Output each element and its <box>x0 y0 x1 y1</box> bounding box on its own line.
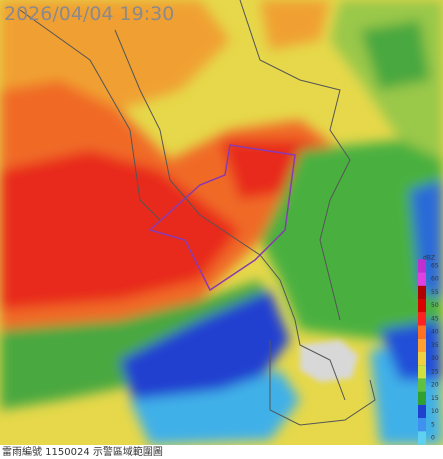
colorbar-label: 30 <box>431 355 439 362</box>
colorbar-swatch <box>418 352 426 366</box>
colorbar-label: 20 <box>431 382 439 389</box>
colorbar-label: 50 <box>431 302 439 309</box>
colorbar-unit: dBZ <box>423 255 435 262</box>
colorbar-label: 5 <box>431 421 435 428</box>
colorbar-label: 25 <box>431 368 439 375</box>
warning-area <box>148 144 296 292</box>
colorbar-swatch <box>418 338 426 352</box>
colorbar-label: 55 <box>431 289 439 296</box>
colorbar-swatch <box>418 259 426 273</box>
colorbar-swatch <box>418 299 426 313</box>
colorbar-label: 35 <box>431 342 439 349</box>
colorbar-label: 45 <box>431 315 439 322</box>
colorbar-swatch <box>418 272 426 286</box>
colorbar-swatch <box>418 312 426 326</box>
coastline <box>19 0 376 426</box>
colorbar-swatch <box>418 418 426 432</box>
colorbar-label: 40 <box>431 329 439 336</box>
colorbar-label: 10 <box>431 408 439 415</box>
colorbar-swatch <box>418 431 426 445</box>
colorbar-label: 60 <box>431 276 439 283</box>
colorbar-swatch <box>418 285 426 300</box>
colorbar-swatch <box>418 378 426 392</box>
colorbar-label: 15 <box>431 395 439 402</box>
colorbar-swatch <box>418 391 426 405</box>
colorbar-label: 0 <box>431 435 435 442</box>
colorbar-label: 65 <box>431 263 439 270</box>
radar-echo <box>0 0 443 445</box>
timestamp: 2026/04/04 19:30 <box>4 3 174 25</box>
colorbar-swatch <box>418 325 426 339</box>
colorbar-swatch <box>418 404 426 419</box>
colorbar-swatch <box>418 365 426 379</box>
caption: 雷雨編號 1150024 示警區域範圍圖 <box>2 445 163 458</box>
caption-bg <box>0 445 443 459</box>
